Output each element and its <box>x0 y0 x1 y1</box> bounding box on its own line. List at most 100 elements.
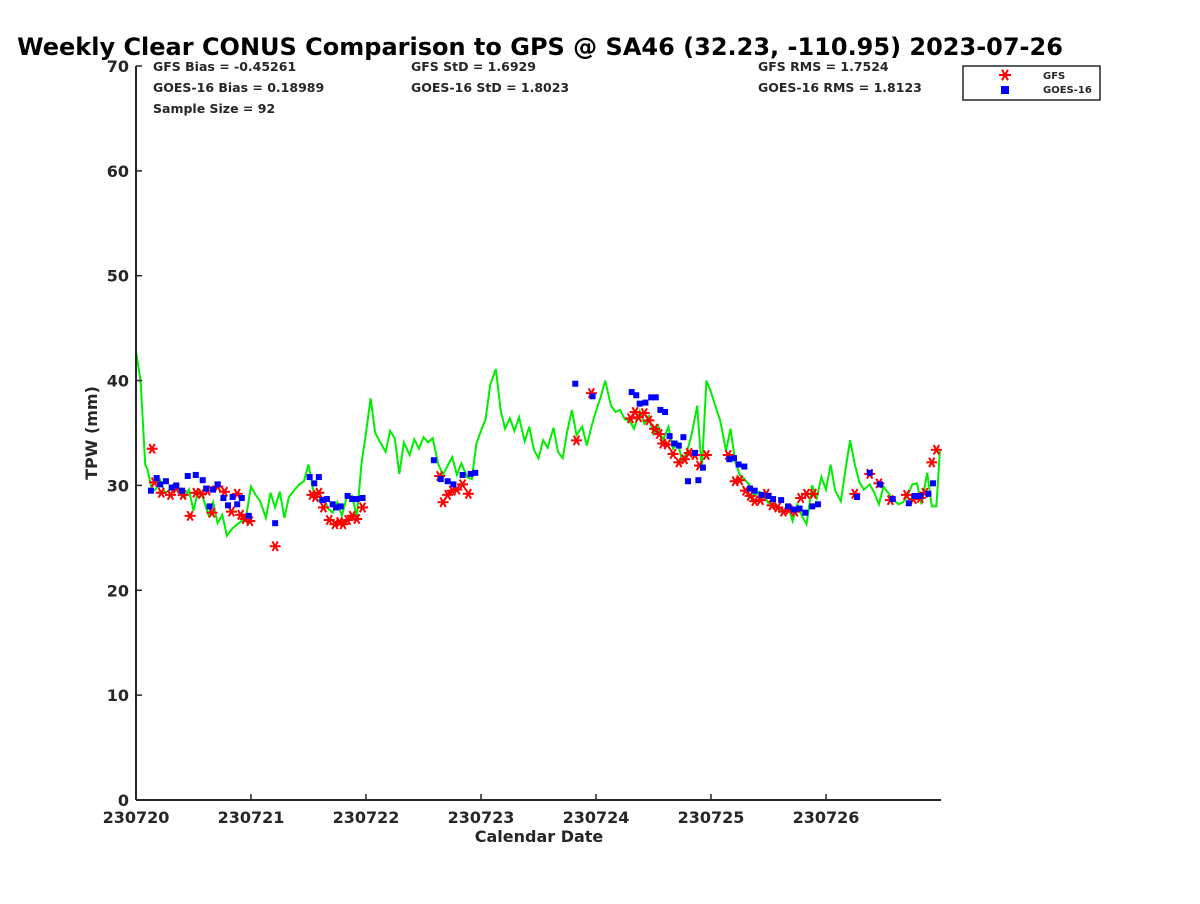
goes-point <box>238 495 245 502</box>
legend: GFS GOES-16 <box>962 65 1101 101</box>
gfs-point <box>667 448 679 460</box>
goes-point <box>905 500 912 507</box>
legend-box <box>962 65 1101 101</box>
goes-point <box>636 400 643 407</box>
goes-point <box>911 492 918 499</box>
goes-point <box>691 449 698 456</box>
goes-point <box>652 394 659 401</box>
gfs-std-text: GFS StD = 1.6929 <box>411 59 536 74</box>
goes-point <box>214 481 221 488</box>
y-tick-label: 40 <box>107 372 129 391</box>
goes-point <box>854 493 861 500</box>
x-axis-label: Calendar Date <box>475 827 604 846</box>
goes-rms-text: GOES-16 RMS = 1.8123 <box>758 80 922 95</box>
legend-gfs-marker <box>999 69 1011 81</box>
goes-point <box>444 478 451 485</box>
plot-area <box>135 351 942 552</box>
gfs-point <box>649 423 661 435</box>
gfs-point <box>457 479 469 490</box>
goes-point <box>315 474 322 481</box>
goes-point <box>642 399 649 406</box>
goes-point <box>648 394 655 401</box>
y-tick-label: 50 <box>107 267 129 286</box>
goes-point <box>234 501 241 508</box>
axes <box>135 66 941 801</box>
gfs-point <box>807 488 819 500</box>
gfs-point <box>442 489 454 501</box>
goes-point <box>430 457 437 464</box>
x-tick-label: 230726 <box>793 808 860 827</box>
goes-point <box>735 461 742 468</box>
goes-point <box>633 392 640 399</box>
goes-point <box>337 503 344 510</box>
goes-point <box>210 486 217 493</box>
goes-point <box>572 380 579 387</box>
goes-point <box>699 464 706 471</box>
gfs-bias-text: GFS Bias = -0.45261 <box>153 59 296 74</box>
goes-point <box>726 456 733 463</box>
gfs-point <box>357 502 369 513</box>
goes-point <box>162 478 169 485</box>
gfs-point <box>462 488 474 500</box>
goes-point <box>796 505 803 512</box>
goes-point <box>472 469 479 476</box>
goes-point <box>675 442 682 449</box>
gfs-point <box>155 487 167 499</box>
goes-bias-text: GOES-16 Bias = 0.18989 <box>153 80 324 95</box>
goes-point <box>459 471 466 478</box>
legend-goes-label: GOES-16 <box>1043 85 1092 96</box>
goes-point <box>925 490 932 497</box>
gfs-point <box>351 513 363 525</box>
goes-point <box>319 497 326 504</box>
goes-point <box>685 478 691 485</box>
gfs-point <box>313 487 325 499</box>
x-tick-label: 230720 <box>103 808 170 827</box>
chart-title: Weekly Clear CONUS Comparison to GPS @ S… <box>17 33 1063 61</box>
goes-point <box>353 496 360 503</box>
goes-point <box>877 481 884 488</box>
goes-point <box>359 495 366 502</box>
sample-size-text: Sample Size = 92 <box>153 101 275 116</box>
goes-point <box>695 477 702 484</box>
goes-point <box>778 497 785 504</box>
x-tick-label: 230722 <box>333 808 400 827</box>
goes-point <box>770 496 777 503</box>
gfs-point <box>317 502 329 513</box>
legend-gfs-label: GFS <box>1043 71 1065 82</box>
goes-point <box>323 496 330 503</box>
gfs-point <box>206 507 218 518</box>
goes-point <box>206 503 213 510</box>
goes-point <box>809 503 816 510</box>
goes-point <box>333 504 340 511</box>
gfs-point <box>643 415 655 426</box>
goes-point <box>666 433 673 440</box>
goes-point <box>814 501 821 508</box>
gfs-point <box>225 506 237 517</box>
goes-point <box>153 475 160 482</box>
gfs-point <box>146 443 158 454</box>
y-tick-label: 10 <box>107 686 129 705</box>
gfs-point <box>749 495 761 507</box>
gfs-point <box>190 487 202 499</box>
goes-point <box>311 480 318 487</box>
goes-point <box>272 520 279 527</box>
legend-goes-marker <box>1001 86 1009 94</box>
goes-point <box>751 487 758 494</box>
goes-point <box>199 477 206 484</box>
goes-point <box>450 481 457 488</box>
x-tick-label: 230724 <box>563 808 630 827</box>
stats-block: GFS Bias = -0.45261 GOES-16 Bias = 0.189… <box>153 59 922 116</box>
y-tick-label: 60 <box>107 162 129 181</box>
goes-point <box>747 485 754 492</box>
goes-point <box>785 503 792 510</box>
goes-point <box>758 491 765 498</box>
goes-point <box>802 509 809 516</box>
goes-std-text: GOES-16 StD = 1.8023 <box>411 80 569 95</box>
goes-point <box>329 501 336 508</box>
goes-point <box>917 492 924 499</box>
goes-point <box>306 474 313 481</box>
gfs-point <box>219 486 231 497</box>
x-ticks: 230720 230721 230722 230723 230724 230725 2307… <box>103 794 860 827</box>
